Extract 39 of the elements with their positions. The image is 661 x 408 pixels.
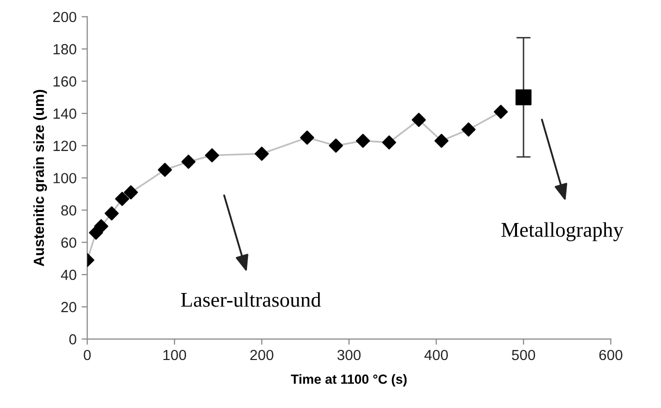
x-tick-label: 300 bbox=[337, 350, 361, 360]
annotation: Laser-ultrasound bbox=[181, 292, 321, 307]
point bbox=[434, 134, 449, 148]
x-tick-label: 400 bbox=[424, 350, 448, 360]
y-tick-label: 160 bbox=[54, 76, 76, 87]
x-axis-title: Time at 1100 °C (s) bbox=[290, 374, 407, 386]
annotation: Metallography bbox=[501, 222, 624, 242]
point bbox=[94, 219, 108, 234]
point bbox=[461, 122, 476, 137]
y-tick-label: 0 bbox=[69, 334, 76, 344]
point bbox=[382, 135, 396, 150]
point bbox=[254, 146, 269, 161]
point bbox=[104, 206, 119, 220]
y-tick-label: 180 bbox=[54, 44, 76, 54]
point bbox=[204, 148, 220, 162]
x-tick-label: 0 bbox=[84, 350, 91, 360]
x-tick-label: 500 bbox=[512, 350, 536, 360]
y-tick-label: 40 bbox=[60, 270, 76, 280]
point bbox=[181, 154, 196, 169]
point bbox=[300, 130, 314, 145]
point bbox=[494, 104, 508, 119]
y-tick-label: 80 bbox=[61, 205, 76, 216]
y-tick-label: 20 bbox=[61, 302, 76, 312]
point bbox=[356, 134, 370, 148]
point bbox=[328, 138, 343, 153]
point bbox=[412, 112, 426, 127]
point bbox=[516, 89, 532, 106]
point bbox=[158, 162, 172, 177]
point bbox=[115, 192, 130, 206]
x-tick-label: 200 bbox=[250, 350, 274, 360]
point bbox=[124, 185, 138, 200]
y-tick-label: 120 bbox=[54, 140, 76, 152]
y-tick-label: 100 bbox=[54, 172, 76, 184]
y-tick-label: 60 bbox=[61, 237, 76, 248]
y-tick-label: 140 bbox=[54, 108, 76, 119]
x-tick-label: 100 bbox=[163, 350, 186, 360]
y-axis-title: Austenitic grain size (um) bbox=[33, 90, 47, 266]
y-tick-label: 200 bbox=[53, 12, 76, 22]
x-tick-label: 600 bbox=[599, 350, 622, 360]
